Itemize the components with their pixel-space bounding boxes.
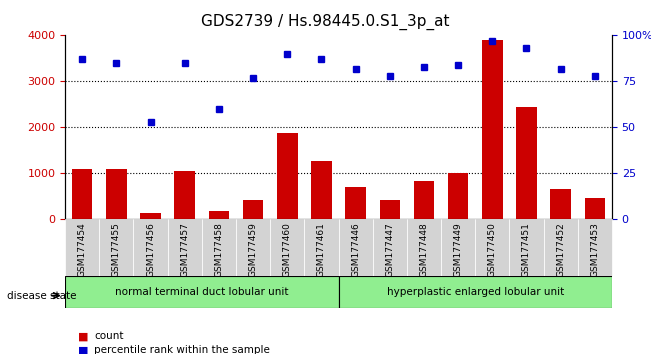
Text: percentile rank within the sample: percentile rank within the sample	[94, 346, 270, 354]
Bar	[482, 40, 503, 219]
Bar	[585, 198, 605, 219]
Text: GSM177453: GSM177453	[590, 222, 600, 277]
Text: GSM177450: GSM177450	[488, 222, 497, 277]
Text: GSM177449: GSM177449	[454, 222, 463, 277]
Text: GSM177461: GSM177461	[317, 222, 326, 277]
Bar	[106, 169, 126, 219]
Bar	[550, 189, 571, 219]
Bar	[72, 169, 92, 219]
Bar	[140, 212, 161, 219]
FancyBboxPatch shape	[304, 219, 339, 276]
FancyBboxPatch shape	[339, 276, 612, 308]
Text: ■: ■	[78, 346, 89, 354]
FancyBboxPatch shape	[133, 219, 168, 276]
FancyBboxPatch shape	[236, 219, 270, 276]
FancyBboxPatch shape	[339, 219, 372, 276]
Text: GSM177459: GSM177459	[249, 222, 258, 277]
Text: GSM177460: GSM177460	[283, 222, 292, 277]
FancyBboxPatch shape	[202, 219, 236, 276]
Text: GSM177456: GSM177456	[146, 222, 155, 277]
Text: GSM177448: GSM177448	[419, 222, 428, 277]
FancyBboxPatch shape	[168, 219, 202, 276]
Bar	[311, 161, 331, 219]
FancyBboxPatch shape	[544, 219, 577, 276]
FancyBboxPatch shape	[65, 219, 99, 276]
FancyBboxPatch shape	[509, 219, 544, 276]
Bar	[208, 211, 229, 219]
FancyBboxPatch shape	[65, 276, 339, 308]
FancyBboxPatch shape	[99, 219, 133, 276]
Text: GSM177458: GSM177458	[214, 222, 223, 277]
FancyBboxPatch shape	[270, 219, 304, 276]
Text: GSM177452: GSM177452	[556, 222, 565, 277]
FancyBboxPatch shape	[475, 219, 509, 276]
Bar	[448, 173, 468, 219]
Text: disease state: disease state	[7, 291, 76, 301]
Text: normal terminal duct lobular unit: normal terminal duct lobular unit	[115, 287, 288, 297]
Bar	[516, 107, 536, 219]
Text: GSM177454: GSM177454	[77, 222, 87, 277]
Text: hyperplastic enlarged lobular unit: hyperplastic enlarged lobular unit	[387, 287, 564, 297]
Text: GSM177447: GSM177447	[385, 222, 395, 277]
FancyBboxPatch shape	[372, 219, 407, 276]
Bar	[345, 187, 366, 219]
Text: GSM177451: GSM177451	[522, 222, 531, 277]
Text: GSM177446: GSM177446	[351, 222, 360, 277]
Text: ■: ■	[78, 331, 89, 341]
Text: GSM177455: GSM177455	[112, 222, 121, 277]
Text: GSM177457: GSM177457	[180, 222, 189, 277]
Bar	[174, 171, 195, 219]
Bar	[380, 200, 400, 219]
Bar	[413, 181, 434, 219]
Bar	[243, 200, 263, 219]
FancyBboxPatch shape	[441, 219, 475, 276]
Text: GDS2739 / Hs.98445.0.S1_3p_at: GDS2739 / Hs.98445.0.S1_3p_at	[201, 14, 450, 30]
Bar	[277, 133, 298, 219]
FancyBboxPatch shape	[577, 219, 612, 276]
Text: count: count	[94, 331, 124, 341]
FancyBboxPatch shape	[407, 219, 441, 276]
